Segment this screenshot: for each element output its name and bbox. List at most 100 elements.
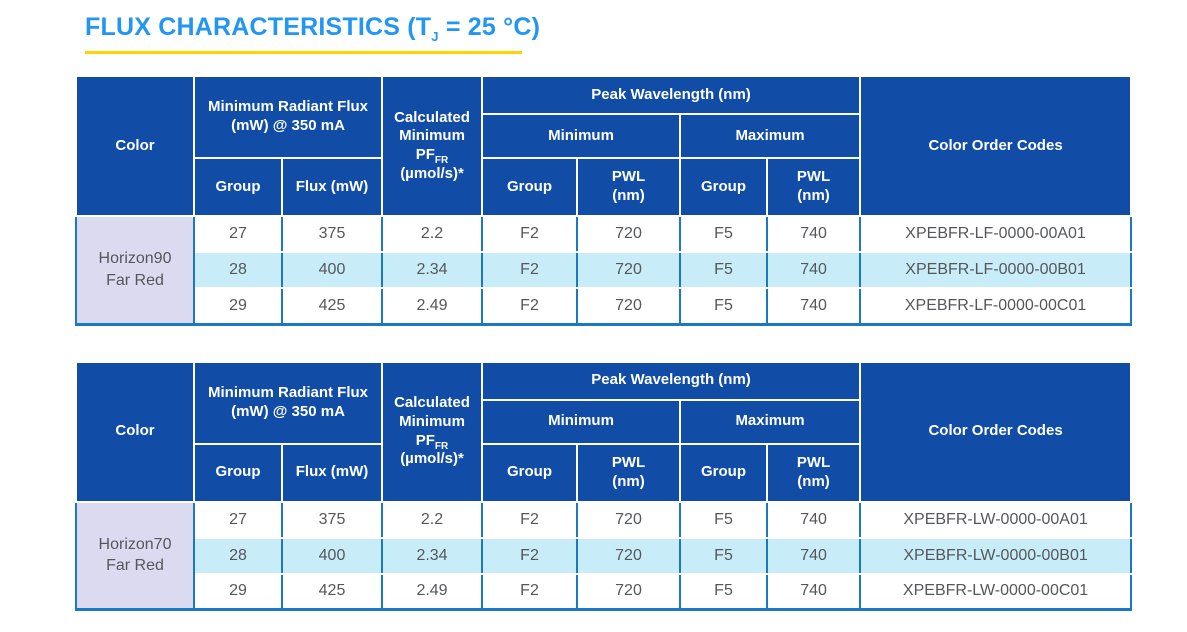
th-calc-pf: PF <box>415 146 435 163</box>
th-pwl-minimum: Minimum <box>481 113 682 159</box>
cell-max-group: F5 <box>679 572 769 611</box>
cell-max-pwl: 740 <box>766 215 862 253</box>
th-pwl-minimum: Minimum <box>481 398 682 445</box>
page-header: FLUX CHARACTERISTICS (TJ = 25 °C) <box>85 13 1187 54</box>
cell-max-group: F5 <box>679 500 769 539</box>
th-min-radiant-flux: Minimum Radiant Flux (mW) @ 350 mA <box>192 75 384 159</box>
cell-pf: 2.49 <box>381 572 484 611</box>
cell-min-pwl: 720 <box>576 215 682 253</box>
color-name-cell: Horizon90 Far Red <box>75 215 195 326</box>
th-max-group: Group <box>679 442 769 503</box>
cell-pf: 2.49 <box>381 287 484 326</box>
cell-min-group: F2 <box>481 536 579 575</box>
cell-order-code: XPEBFR-LW-0000-00B01 <box>859 536 1133 575</box>
th-nm-label: (nm) <box>612 472 645 490</box>
cell-min-pwl: 720 <box>576 500 682 539</box>
page-title-subscript: J <box>431 29 439 44</box>
th-calc-line1: Calculated <box>394 108 470 126</box>
th-calc-pf-sub: FR <box>434 440 449 452</box>
page-title-text: FLUX CHARACTERISTICS (T <box>85 13 432 41</box>
th-min-group: Group <box>481 442 579 503</box>
cell-flux: 425 <box>280 572 384 611</box>
cell-order-code: XPEBFR-LW-0000-00C01 <box>859 572 1133 611</box>
cell-group: 29 <box>193 287 283 326</box>
cell-flux: 400 <box>280 251 384 289</box>
cell-min-pwl: 720 <box>576 287 682 326</box>
th-calc-line4: (µmol/s)* <box>400 450 464 468</box>
cell-group: 28 <box>193 251 283 289</box>
cell-max-pwl: 740 <box>766 536 862 575</box>
th-min-pwl-nm: PWL (nm) <box>576 157 682 217</box>
th-calc-pf-line: PFFR <box>386 146 478 166</box>
cell-order-code: XPEBFR-LW-0000-00A01 <box>859 500 1133 539</box>
th-pwl-label: PWL <box>611 453 646 471</box>
th-max-pwl-nm: PWL (nm) <box>766 157 862 217</box>
table-row: Horizon90 Far Red 27 375 2.2 F2 720 F5 7… <box>75 215 1133 326</box>
cell-flux: 425 <box>280 287 384 326</box>
cell-max-pwl: 740 <box>766 500 862 539</box>
cell-min-group: F2 <box>481 500 579 539</box>
table-row: 29 425 2.49 F2 720 F5 740 XPEBFR-LF-0000… <box>76 287 1133 326</box>
cell-pf: 2.34 <box>381 536 484 575</box>
th-color: Color <box>75 75 195 217</box>
th-nm-label: (nm) <box>797 187 830 204</box>
tables-container: Color Minimum Radiant Flux (mW) @ 350 mA… <box>75 75 1187 611</box>
cell-flux: 400 <box>280 536 384 575</box>
th-color: Color <box>75 360 195 503</box>
th-max-group: Group <box>679 157 769 217</box>
cell-max-pwl: 740 <box>766 287 862 326</box>
flux-table-horizon70: Color Minimum Radiant Flux (mW) @ 350 mA… <box>75 360 1133 611</box>
cell-pf: 2.2 <box>381 500 484 539</box>
th-pwl-maximum: Maximum <box>679 113 862 159</box>
cell-min-group: F2 <box>481 572 579 611</box>
table-row: 29 425 2.49 F2 720 F5 740 XPEBFR-LW-0000… <box>76 572 1133 611</box>
cell-min-group: F2 <box>481 251 579 289</box>
color-name-line1: Horizon70 <box>98 535 172 553</box>
cell-pf: 2.2 <box>381 215 484 253</box>
cell-group: 29 <box>193 572 283 611</box>
th-calc-line2: Minimum <box>399 412 465 430</box>
color-name-line1: Horizon90 <box>98 250 172 268</box>
th-flux-group: Group <box>193 157 283 217</box>
cell-order-code: XPEBFR-LF-0000-00A01 <box>859 215 1133 253</box>
cell-flux: 375 <box>280 215 384 253</box>
cell-group: 27 <box>193 215 283 253</box>
cell-min-group: F2 <box>481 215 579 253</box>
th-peak-wavelength: Peak Wavelength (nm) <box>481 75 862 115</box>
cell-order-code: XPEBFR-LF-0000-00C01 <box>859 287 1133 326</box>
cell-max-pwl: 740 <box>766 251 862 289</box>
color-name-line2: Far Red <box>106 271 164 289</box>
th-color-order-codes: Color Order Codes <box>859 360 1133 503</box>
th-calc-pf: PF <box>415 431 435 449</box>
table-row: Horizon70 Far Red 27 375 2.2 F2 720 F5 7… <box>75 500 1133 611</box>
th-peak-wavelength: Peak Wavelength (nm) <box>481 360 862 401</box>
table-row: 28 400 2.34 F2 720 F5 740 XPEBFR-LW-0000… <box>76 536 1133 575</box>
table-row: 28 400 2.34 F2 720 F5 740 XPEBFR-LF-0000… <box>76 251 1133 289</box>
th-min-group: Group <box>481 157 579 217</box>
th-calc-line1: Calculated <box>394 394 470 411</box>
th-calc-line4: (µmol/s)* <box>400 164 464 182</box>
th-calc-pf-line: PFFR <box>386 431 478 452</box>
cell-min-pwl: 720 <box>576 572 682 611</box>
th-flux-mw: Flux (mW) <box>280 157 384 217</box>
th-calculated-minimum-pf: Calculated Minimum PFFR (µmol/s)* <box>381 360 484 503</box>
th-calc-line2: Minimum <box>399 127 465 145</box>
th-calc-pf-sub: FR <box>434 155 449 166</box>
th-min-pwl-nm: PWL (nm) <box>576 442 682 503</box>
th-pwl-label: PWL <box>611 168 646 186</box>
th-calculated-minimum-pf: Calculated Minimum PFFR (µmol/s)* <box>381 75 484 217</box>
color-name-line2: Far Red <box>106 557 164 575</box>
th-color-order-codes: Color Order Codes <box>859 75 1133 217</box>
cell-max-group: F5 <box>679 287 769 326</box>
th-min-radiant-flux: Minimum Radiant Flux (mW) @ 350 mA <box>192 360 384 445</box>
flux-table-horizon90: Color Minimum Radiant Flux (mW) @ 350 mA… <box>75 75 1133 326</box>
cell-flux: 375 <box>280 500 384 539</box>
th-pwl-label: PWL <box>796 453 831 471</box>
cell-min-pwl: 720 <box>576 536 682 575</box>
th-max-pwl-nm: PWL (nm) <box>766 442 862 503</box>
cell-max-group: F5 <box>679 215 769 253</box>
color-name-cell: Horizon70 Far Red <box>75 500 195 611</box>
cell-group: 28 <box>193 536 283 575</box>
cell-order-code: XPEBFR-LF-0000-00B01 <box>859 251 1133 289</box>
cell-min-group: F2 <box>481 287 579 326</box>
